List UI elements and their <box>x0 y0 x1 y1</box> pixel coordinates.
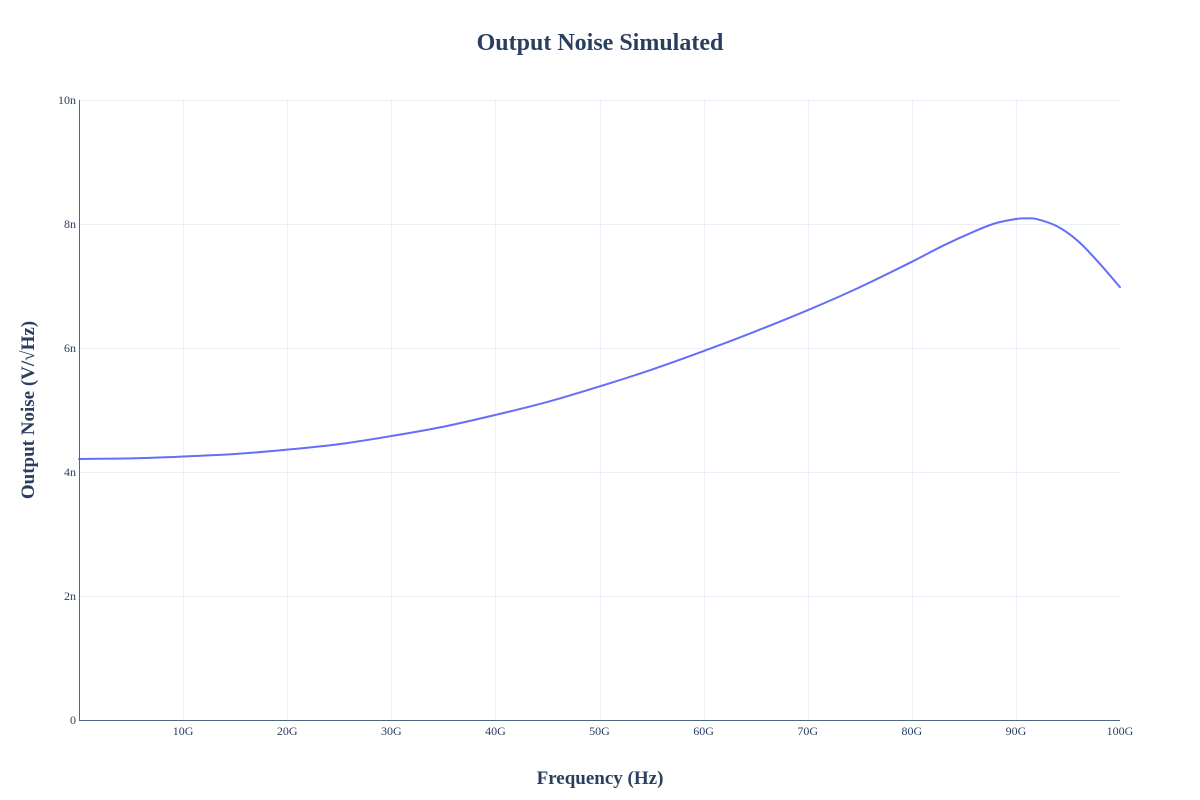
x-axis-title: Frequency (Hz) <box>537 768 664 789</box>
y-axis-ticks: 0 2n 4n 6n 8n 10n <box>58 93 76 727</box>
noise-series-line <box>78 217 1121 460</box>
y-tick-label: 6n <box>64 341 76 355</box>
x-tick-label: 90G <box>1006 724 1027 738</box>
x-tick-label: 30G <box>381 724 402 738</box>
x-tick-label: 50G <box>589 724 610 738</box>
x-tick-label: 20G <box>277 724 298 738</box>
y-tick-label: 2n <box>64 589 76 603</box>
grid-lines <box>79 100 1120 720</box>
y-tick-label: 0 <box>70 713 76 727</box>
y-axis-title: Output Noise (V/√Hz) <box>18 321 39 499</box>
y-tick-label: 10n <box>58 93 76 107</box>
y-tick-label: 8n <box>64 217 76 231</box>
y-tick-label: 4n <box>64 465 76 479</box>
plot-area <box>78 217 1121 460</box>
x-tick-label: 10G <box>173 724 194 738</box>
chart-title: Output Noise Simulated <box>477 30 724 56</box>
x-tick-label: 80G <box>901 724 922 738</box>
x-axis-ticks: 10G 20G 30G 40G 50G 60G 70G 80G 90G 100G <box>173 724 1134 738</box>
x-tick-label: 70G <box>797 724 818 738</box>
x-tick-label: 100G <box>1107 724 1134 738</box>
x-tick-label: 60G <box>693 724 714 738</box>
x-tick-label: 40G <box>485 724 506 738</box>
